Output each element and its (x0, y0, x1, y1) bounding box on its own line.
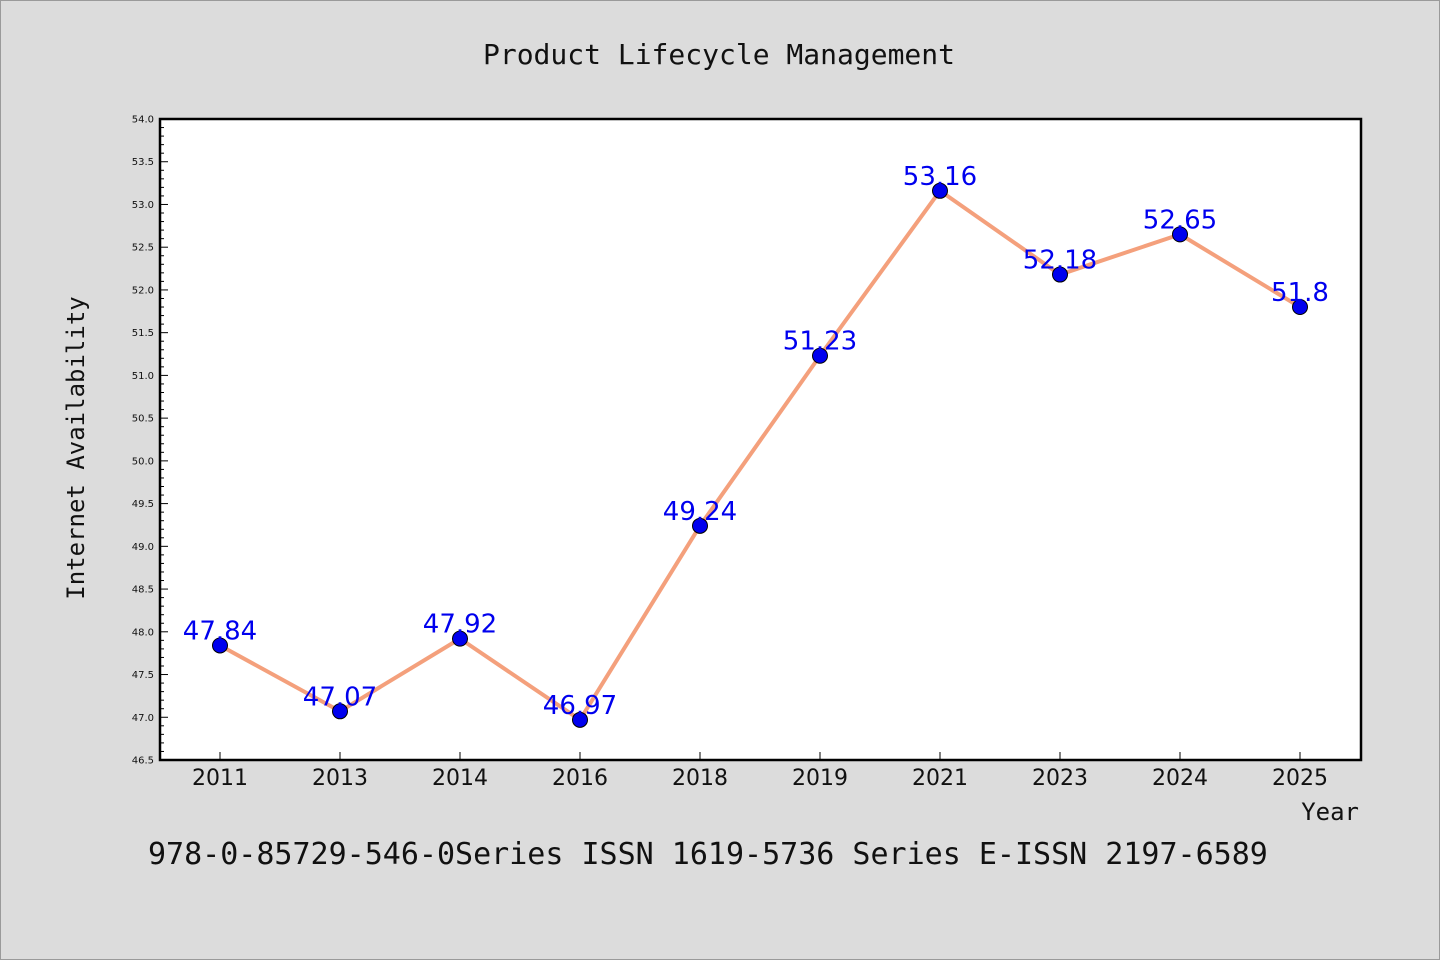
y-tick-label: 46.5 (132, 756, 154, 767)
footer-identifier-text: 978-0-85729-546-0Series ISSN 1619-5736 S… (148, 837, 1268, 872)
series-line (219, 188, 1302, 722)
data-point (572, 711, 588, 728)
y-tick-label: 49.5 (132, 499, 154, 510)
y-tick-label: 50.5 (132, 414, 154, 425)
x-tick-label: 2011 (192, 766, 248, 791)
data-label: 53.16 (903, 162, 977, 192)
data-point (1172, 226, 1188, 243)
y-tick-label: 53.0 (132, 200, 154, 211)
y-tick-label: 51.5 (132, 328, 154, 339)
data-label: 52.65 (1143, 205, 1217, 235)
data-point (812, 347, 828, 364)
x-tick-label: 2013 (312, 766, 368, 791)
x-tick-label: 2023 (1032, 766, 1088, 791)
x-tick-label: 2019 (792, 766, 848, 791)
x-axis: 2011 2013 2014 2016 2018 2019 2021 2023 2024 2025 (192, 752, 1328, 791)
y-tick-label: 51.0 (132, 371, 154, 382)
y-tick-label: 52.0 (132, 285, 154, 296)
data-labels: 47.84 47.07 47.92 46.97 49.24 51.23 53.16 52.18… (183, 162, 1329, 721)
data-point (212, 637, 228, 654)
data-label: 51.23 (783, 327, 857, 357)
y-tick-label: 52.5 (132, 243, 154, 254)
data-point (692, 517, 708, 534)
data-point (1052, 266, 1068, 283)
y-axis-title: Internet Availability (62, 296, 90, 599)
data-label: 51.8 (1271, 278, 1329, 308)
y-tick-label: 53.5 (132, 157, 154, 168)
y-tick-label: 48.5 (132, 585, 154, 596)
data-label: 49.24 (663, 497, 737, 527)
series-line-group (219, 188, 1302, 722)
data-point (1292, 299, 1308, 316)
data-label: 47.84 (183, 616, 257, 646)
y-tick-label: 50.0 (132, 456, 154, 467)
data-label: 52.18 (1023, 246, 1097, 276)
y-axis: 46.5 47.0 47.5 48.0 48.5 49.0 49.5 50.0 50.5 51.0… (132, 115, 168, 767)
data-markers (212, 182, 1308, 728)
data-label: 47.07 (303, 682, 377, 712)
data-point (452, 630, 468, 647)
x-tick-label: 2025 (1272, 766, 1328, 791)
data-label: 47.92 (423, 610, 497, 640)
x-tick-label: 2018 (672, 766, 728, 791)
x-tick-label: 2016 (552, 766, 608, 791)
data-point (332, 703, 348, 720)
x-axis-title: Year (1301, 798, 1359, 826)
y-tick-label: 48.0 (132, 627, 154, 638)
x-tick-label: 2021 (912, 766, 968, 791)
data-label: 46.97 (543, 691, 617, 721)
y-tick-label: 54.0 (132, 115, 154, 126)
y-tick-label: 47.0 (132, 713, 154, 724)
data-point (932, 182, 948, 199)
y-tick-label: 49.0 (132, 542, 154, 553)
y-tick-label: 47.5 (132, 670, 154, 681)
x-tick-label: 2024 (1152, 766, 1208, 791)
chart-title: Product Lifecycle Management (483, 38, 955, 71)
x-tick-label: 2014 (432, 766, 488, 791)
